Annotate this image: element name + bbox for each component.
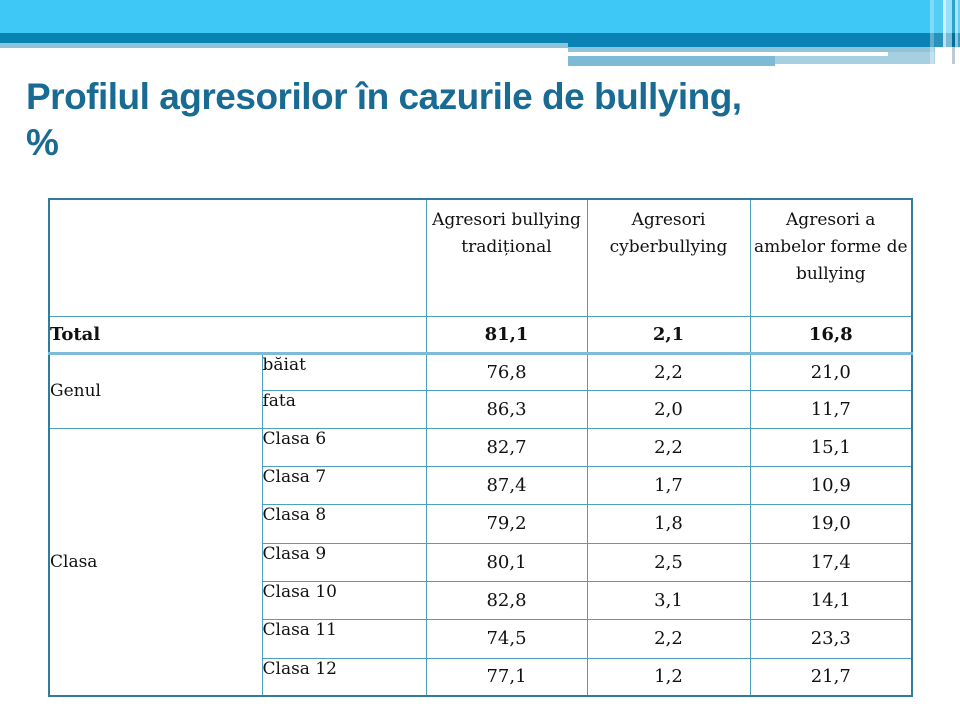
value-cell: 79,2 bbox=[425, 503, 588, 544]
banner-white-line bbox=[568, 52, 888, 56]
table-row-clasa-12: Clasa 12 77,1 1,2 21,7 bbox=[49, 657, 913, 697]
value-cell: 80,1 bbox=[425, 542, 588, 582]
row-label-baiat: băiat bbox=[261, 352, 427, 391]
value-cell: 21,0 bbox=[749, 352, 913, 391]
value-cell: 11,7 bbox=[749, 389, 913, 429]
value-cell: 74,5 bbox=[425, 618, 588, 659]
row-label-total: Total bbox=[48, 315, 427, 355]
column-header-traditional: Agresori bullying tradițional bbox=[425, 198, 588, 317]
value-cell: 2,2 bbox=[586, 427, 751, 467]
corner-cell bbox=[48, 198, 427, 317]
banner-vertical-stripe bbox=[943, 0, 946, 64]
value-cell: 19,0 bbox=[749, 503, 913, 544]
value-cell: 82,7 bbox=[425, 427, 588, 467]
group-label-genul: Genul bbox=[48, 352, 263, 429]
value-cell: 81,1 bbox=[425, 315, 588, 355]
banner-light-stripe-left bbox=[0, 43, 568, 48]
banner-light-stripe-right bbox=[568, 47, 935, 52]
value-cell: 17,4 bbox=[749, 542, 913, 582]
row-label-clasa-6: Clasa 6 bbox=[261, 427, 427, 467]
row-label-clasa-11: Clasa 11 bbox=[261, 618, 427, 659]
value-cell: 2,1 bbox=[586, 315, 751, 355]
table-row-clasa-6: Clasa Clasa 6 82,7 2,2 15,1 bbox=[48, 427, 913, 697]
row-label-fata: fata bbox=[261, 389, 427, 429]
table-row-clasa-11: Clasa 11 74,5 2,2 23,3 bbox=[49, 618, 913, 659]
value-cell: 76,8 bbox=[425, 352, 588, 391]
banner-vertical-stripe bbox=[958, 0, 960, 64]
table-row-clasa-9: Clasa 9 80,1 2,5 17,4 bbox=[49, 542, 913, 582]
value-cell: 10,9 bbox=[749, 465, 913, 505]
value-cell: 77,1 bbox=[425, 657, 588, 697]
row-label-clasa-12: Clasa 12 bbox=[261, 657, 427, 697]
value-cell: 21,7 bbox=[749, 657, 913, 697]
group-label-clasa: Clasa bbox=[48, 427, 263, 697]
table-row-clasa-7: Clasa 7 87,4 1,7 10,9 bbox=[49, 465, 913, 505]
banner-dark-band bbox=[0, 33, 960, 43]
row-label-clasa-10: Clasa 10 bbox=[261, 580, 427, 620]
table-row-clasa-10: Clasa 10 82,8 3,1 14,1 bbox=[49, 580, 913, 620]
banner-vertical-stripe bbox=[952, 0, 955, 64]
column-header-cyberbullying: Agresori cyberbullying bbox=[586, 198, 751, 317]
row-label-clasa-8: Clasa 8 bbox=[261, 503, 427, 544]
column-header-both-forms: Agresori a ambelor forme de bullying bbox=[749, 198, 913, 317]
banner-vertical-stripe bbox=[934, 0, 943, 64]
value-cell: 86,3 bbox=[425, 389, 588, 429]
value-cell: 23,3 bbox=[749, 618, 913, 659]
banner-vertical-stripe bbox=[930, 0, 934, 64]
row-label-clasa-9: Clasa 9 bbox=[261, 542, 427, 582]
value-cell: 1,8 bbox=[586, 503, 751, 544]
bullying-profile-table: Agresori bullying tradițional Agresori c… bbox=[48, 198, 913, 697]
value-cell: 1,2 bbox=[586, 657, 751, 697]
value-cell: 82,8 bbox=[425, 580, 588, 620]
value-cell: 3,1 bbox=[586, 580, 751, 620]
banner-vertical-stripe bbox=[955, 0, 958, 64]
value-cell: 2,2 bbox=[586, 618, 751, 659]
banner-vertical-stripe bbox=[946, 0, 952, 64]
value-cell: 16,8 bbox=[749, 315, 913, 355]
table-container: Agresori bullying tradițional Agresori c… bbox=[48, 198, 913, 697]
value-cell: 87,4 bbox=[425, 465, 588, 505]
table-header-row: Agresori bullying tradițional Agresori c… bbox=[48, 198, 913, 317]
value-cell: 2,0 bbox=[586, 389, 751, 429]
value-cell: 14,1 bbox=[749, 580, 913, 620]
value-cell: 15,1 bbox=[749, 427, 913, 467]
value-cell: 2,5 bbox=[586, 542, 751, 582]
table-row-fata: fata 86,3 2,0 11,7 bbox=[49, 389, 913, 429]
row-label-clasa-7: Clasa 7 bbox=[261, 465, 427, 505]
value-cell: 1,7 bbox=[586, 465, 751, 505]
table-row-baiat: Genul băiat 76,8 2,2 21,0 bbox=[48, 352, 913, 429]
banner-medium-band-right bbox=[568, 56, 775, 66]
table-row-clasa-8: Clasa 8 79,2 1,8 19,0 bbox=[49, 503, 913, 544]
banner-cyan-band bbox=[0, 0, 960, 33]
value-cell: 2,2 bbox=[586, 352, 751, 391]
table-row-total: Total 81,1 2,1 16,8 bbox=[48, 315, 913, 355]
page-title: Profilul agresorilor în cazurile de bull… bbox=[26, 76, 742, 164]
